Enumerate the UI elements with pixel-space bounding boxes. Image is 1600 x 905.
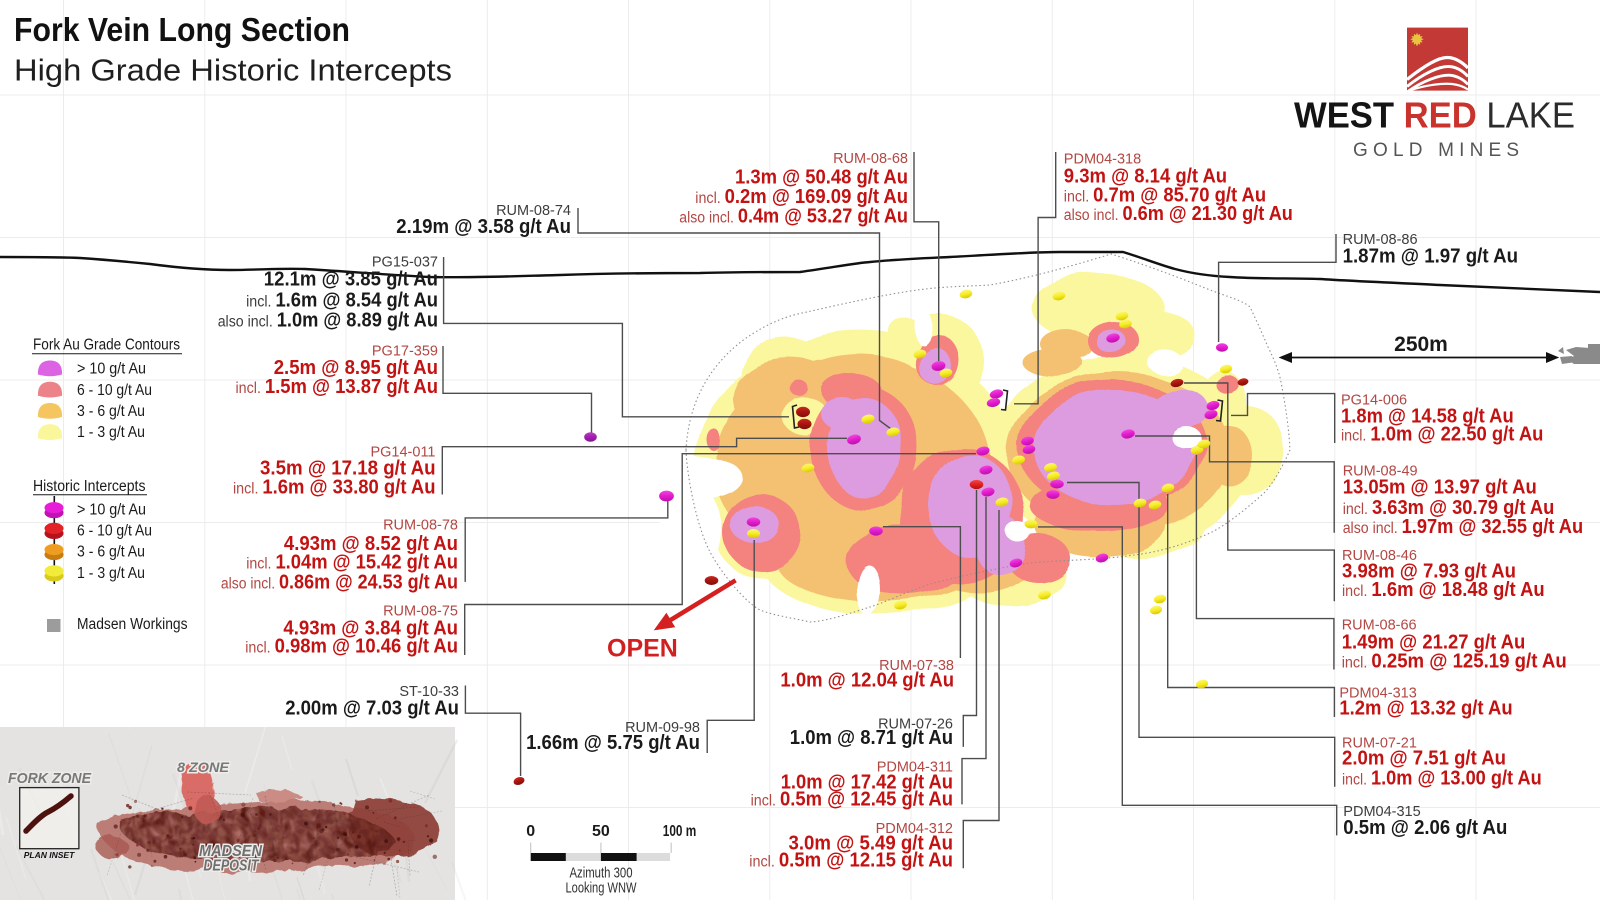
svg-text:incl. 1.6m @ 18.48 g/t Au: incl. 1.6m @ 18.48 g/t Au bbox=[1342, 579, 1545, 601]
svg-text:FORK ZONE: FORK ZONE bbox=[8, 770, 92, 787]
svg-text:incl. 1.5m @ 13.87 g/t Au: incl. 1.5m @ 13.87 g/t Au bbox=[236, 376, 439, 398]
svg-text:PDM04-311: PDM04-311 bbox=[877, 760, 953, 776]
svg-text:RUM-08-68: RUM-08-68 bbox=[833, 151, 908, 167]
svg-text:incl. 3.63m @ 30.79 g/t Au: incl. 3.63m @ 30.79 g/t Au bbox=[1343, 497, 1555, 519]
svg-text:2.19m @ 3.58 g/t Au: 2.19m @ 3.58 g/t Au bbox=[396, 216, 571, 238]
svg-text:1.66m @ 5.75 g/t Au: 1.66m @ 5.75 g/t Au bbox=[526, 732, 700, 754]
svg-text:Fork Vein Long Section: Fork Vein Long Section bbox=[14, 11, 350, 48]
svg-text:PLAN INSET: PLAN INSET bbox=[24, 850, 75, 860]
svg-text:0: 0 bbox=[526, 823, 535, 840]
svg-text:3.5m @ 17.18 g/t Au: 3.5m @ 17.18 g/t Au bbox=[260, 458, 436, 480]
svg-text:6 - 10 g/t Au: 6 - 10 g/t Au bbox=[77, 382, 152, 399]
svg-text:DEPOSIT: DEPOSIT bbox=[204, 858, 260, 875]
svg-text:PG15-037: PG15-037 bbox=[372, 255, 438, 271]
svg-text:50: 50 bbox=[592, 823, 610, 840]
svg-text:RUM-08-86: RUM-08-86 bbox=[1343, 232, 1418, 248]
svg-text:8 ZONE: 8 ZONE bbox=[177, 759, 230, 775]
svg-text:2.0m @ 7.51 g/t Au: 2.0m @ 7.51 g/t Au bbox=[1342, 747, 1506, 769]
svg-text:RUM-08-49: RUM-08-49 bbox=[1343, 463, 1418, 479]
svg-text:incl. 0.5m @ 12.45 g/t Au: incl. 0.5m @ 12.45 g/t Au bbox=[751, 788, 953, 810]
svg-text:4.93m @ 3.84 g/t Au: 4.93m @ 3.84 g/t Au bbox=[283, 618, 458, 640]
svg-text:PDM04-318: PDM04-318 bbox=[1064, 152, 1141, 168]
svg-text:High Grade Historic Intercepts: High Grade Historic Intercepts bbox=[14, 53, 452, 88]
svg-text:RUM-09-98: RUM-09-98 bbox=[625, 720, 700, 736]
svg-text:incl. 0.25m @ 125.19 g/t Au: incl. 0.25m @ 125.19 g/t Au bbox=[1342, 650, 1567, 672]
svg-text:PG17-359: PG17-359 bbox=[372, 343, 438, 359]
svg-text:PDM04-315: PDM04-315 bbox=[1343, 804, 1420, 820]
svg-text:Historic Intercepts: Historic Intercepts bbox=[33, 478, 146, 495]
svg-text:PDM04-312: PDM04-312 bbox=[876, 821, 953, 837]
svg-text:RUM-08-78: RUM-08-78 bbox=[383, 518, 458, 534]
svg-text:RUM-07-38: RUM-07-38 bbox=[879, 658, 954, 674]
svg-text:1.0m @ 17.42 g/t Au: 1.0m @ 17.42 g/t Au bbox=[781, 771, 953, 793]
svg-text:1.3m @ 50.48 g/t Au: 1.3m @ 50.48 g/t Au bbox=[735, 167, 908, 189]
svg-text:incl. 1.6m @ 33.80 g/t Au: incl. 1.6m @ 33.80 g/t Au bbox=[233, 477, 436, 499]
svg-text:1 - 3 g/t Au: 1 - 3 g/t Au bbox=[77, 424, 145, 441]
svg-text:1 - 3 g/t Au: 1 - 3 g/t Au bbox=[77, 565, 145, 582]
svg-text:13.05m @ 13.97 g/t Au: 13.05m @ 13.97 g/t Au bbox=[1343, 477, 1537, 499]
svg-text:PDM04-313: PDM04-313 bbox=[1339, 686, 1416, 702]
svg-text:also incl. 1.97m @ 32.55 g/t A: also incl. 1.97m @ 32.55 g/t Au bbox=[1343, 516, 1583, 538]
svg-text:RUM-08-66: RUM-08-66 bbox=[1342, 618, 1417, 634]
svg-text:9.3m @ 8.14 g/t Au: 9.3m @ 8.14 g/t Au bbox=[1064, 166, 1227, 188]
svg-text:2.5m @ 8.95 g/t Au: 2.5m @ 8.95 g/t Au bbox=[274, 357, 438, 379]
svg-text:2.00m @ 7.03 g/t Au: 2.00m @ 7.03 g/t Au bbox=[285, 697, 459, 719]
svg-text:1.2m @ 13.32 g/t Au: 1.2m @ 13.32 g/t Au bbox=[1339, 698, 1512, 720]
svg-text:250m: 250m bbox=[1394, 333, 1448, 356]
svg-text:RUM-08-74: RUM-08-74 bbox=[496, 203, 571, 219]
svg-text:RUM-07-21: RUM-07-21 bbox=[1342, 735, 1417, 751]
svg-text:1.8m @ 14.58 g/t Au: 1.8m @ 14.58 g/t Au bbox=[1341, 406, 1514, 428]
svg-text:also incl. 0.4m @ 53.27 g/t Au: also incl. 0.4m @ 53.27 g/t Au bbox=[679, 205, 908, 227]
svg-text:OPEN: OPEN bbox=[607, 635, 678, 663]
svg-text:incl. 1.0m @ 13.00 g/t Au: incl. 1.0m @ 13.00 g/t Au bbox=[1342, 767, 1542, 789]
svg-text:> 10 g/t Au: > 10 g/t Au bbox=[77, 361, 146, 378]
svg-text:> 10 g/t Au: > 10 g/t Au bbox=[77, 502, 146, 519]
svg-text:1.49m @ 21.27 g/t Au: 1.49m @ 21.27 g/t Au bbox=[1342, 632, 1526, 654]
svg-text:3 - 6 g/t Au: 3 - 6 g/t Au bbox=[77, 403, 145, 420]
svg-text:PG14-011: PG14-011 bbox=[370, 445, 435, 461]
svg-text:RUM-08-46: RUM-08-46 bbox=[1342, 548, 1417, 564]
svg-text:also incl. 0.86m @ 24.53 g/t A: also incl. 0.86m @ 24.53 g/t Au bbox=[221, 572, 458, 594]
svg-text:incl. 0.98m @ 10.46 g/t Au: incl. 0.98m @ 10.46 g/t Au bbox=[245, 635, 458, 657]
svg-text:3 - 6 g/t Au: 3 - 6 g/t Au bbox=[77, 544, 145, 561]
svg-text:PG14-006: PG14-006 bbox=[1341, 393, 1407, 409]
svg-text:WEST RED LAKE: WEST RED LAKE bbox=[1294, 95, 1575, 136]
svg-text:incl. 0.2m @ 169.09 g/t Au: incl. 0.2m @ 169.09 g/t Au bbox=[695, 186, 908, 208]
svg-text:ST-10-33: ST-10-33 bbox=[399, 684, 459, 700]
svg-text:incl. 1.0m @ 22.50 g/t Au: incl. 1.0m @ 22.50 g/t Au bbox=[1341, 424, 1543, 446]
svg-text:Fork Au Grade Contours: Fork Au Grade Contours bbox=[33, 337, 180, 354]
svg-text:Looking WNW: Looking WNW bbox=[566, 880, 638, 897]
svg-text:100 m: 100 m bbox=[663, 823, 697, 840]
svg-text:1.0m @ 8.71 g/t Au: 1.0m @ 8.71 g/t Au bbox=[790, 727, 953, 749]
svg-text:1.87m @ 1.97 g/t Au: 1.87m @ 1.97 g/t Au bbox=[1343, 246, 1518, 268]
svg-text:Azimuth 300: Azimuth 300 bbox=[570, 865, 633, 882]
svg-text:RUM-07-26: RUM-07-26 bbox=[878, 717, 953, 733]
svg-text:12.1m @ 3.85 g/t Au: 12.1m @ 3.85 g/t Au bbox=[264, 269, 438, 291]
svg-text:also incl. 0.6m @ 21.30 g/t Au: also incl. 0.6m @ 21.30 g/t Au bbox=[1064, 203, 1293, 225]
svg-text:incl. 1.6m @ 8.54 g/t Au: incl. 1.6m @ 8.54 g/t Au bbox=[246, 290, 438, 312]
svg-text:3.0m @ 5.49 g/t Au: 3.0m @ 5.49 g/t Au bbox=[789, 833, 954, 855]
svg-text:GOLD MINES: GOLD MINES bbox=[1353, 140, 1524, 161]
svg-text:Madsen Workings: Madsen Workings bbox=[77, 616, 188, 633]
svg-text:incl. 0.5m @ 12.15 g/t Au: incl. 0.5m @ 12.15 g/t Au bbox=[749, 850, 953, 872]
svg-text:incl. 0.7m @ 85.70 g/t Au: incl. 0.7m @ 85.70 g/t Au bbox=[1064, 184, 1266, 206]
svg-text:MADSEN: MADSEN bbox=[199, 843, 263, 860]
svg-text:also incl. 1.0m @ 8.89 g/t Au: also incl. 1.0m @ 8.89 g/t Au bbox=[218, 310, 438, 332]
svg-text:3.98m @ 7.93 g/t Au: 3.98m @ 7.93 g/t Au bbox=[1342, 560, 1516, 582]
svg-text:4.93m @ 8.52 g/t Au: 4.93m @ 8.52 g/t Au bbox=[284, 533, 458, 555]
svg-text:0.5m @ 2.06 g/t Au: 0.5m @ 2.06 g/t Au bbox=[1343, 817, 1507, 839]
svg-text:6 - 10 g/t Au: 6 - 10 g/t Au bbox=[77, 522, 152, 539]
svg-text:RUM-08-75: RUM-08-75 bbox=[383, 604, 458, 620]
svg-text:incl. 1.04m @ 15.42 g/t Au: incl. 1.04m @ 15.42 g/t Au bbox=[246, 552, 458, 574]
svg-text:1.0m @ 12.04 g/t Au: 1.0m @ 12.04 g/t Au bbox=[780, 670, 954, 692]
